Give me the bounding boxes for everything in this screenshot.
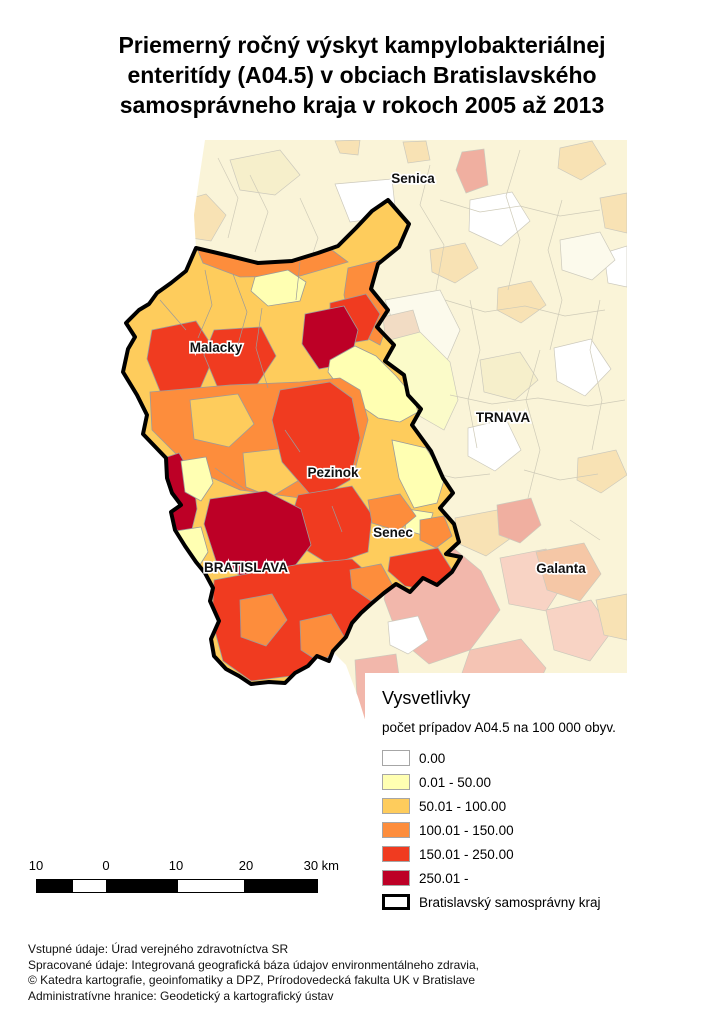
- region-municipalities-layer: [123, 200, 461, 684]
- label-malacky: Malacky: [190, 340, 243, 355]
- legend-item: 50.01 - 100.00: [382, 794, 715, 818]
- region-border-lines: [159, 261, 343, 533]
- legend-item-label: 0.00: [419, 750, 446, 766]
- scale-label: 0: [102, 858, 110, 873]
- municipality: [229, 149, 301, 196]
- credits-line: © Katedra kartografie, geoinfomatiky a D…: [28, 973, 476, 987]
- region-boundary-outline: [121, 198, 463, 686]
- municipality: [189, 393, 255, 448]
- label-senec: Senec: [373, 525, 413, 540]
- legend-item: 150.01 - 250.00: [382, 842, 715, 866]
- legend-item-label: 50.01 - 100.00: [419, 798, 507, 814]
- label-bratislava: BRATISLAVA: [204, 560, 288, 575]
- legend-region-outline-swatch: [382, 894, 410, 910]
- municipality: [271, 381, 361, 501]
- legend-panel: Vysvetlivky počet prípadov A04.5 na 100 …: [365, 673, 715, 925]
- legend-title: Vysvetlivky: [382, 688, 471, 708]
- municipality: [429, 242, 479, 284]
- municipality: [496, 497, 542, 544]
- legend-item: 0.00: [382, 746, 715, 770]
- scale-label: 30 km: [303, 858, 340, 873]
- title-line-1: Priemerný ročný výskyt kampylobakteriáln…: [118, 32, 606, 58]
- municipality: [334, 140, 361, 156]
- municipality: [479, 351, 539, 401]
- legend-item-label: 150.01 - 250.00: [419, 846, 514, 862]
- legend-item: 0.01 - 50.00: [382, 770, 715, 794]
- legend-swatch: [382, 750, 410, 766]
- municipality: [559, 231, 616, 281]
- legend-subtitle: počet prípadov A04.5 na 100 000 obyv.: [382, 720, 616, 735]
- legend-item: 250.01 -: [382, 866, 715, 890]
- credits-line: Administratívne hranice: Geodetický a ka…: [28, 988, 334, 1003]
- legend-swatch: [382, 846, 410, 862]
- scale-bar-graphic: [36, 879, 318, 893]
- legend-item-label: 250.01 -: [419, 870, 469, 886]
- credits: Vstupné údaje: Úrad verejného zdravotníc…: [28, 942, 479, 1004]
- label-pezinok: Pezinok: [307, 465, 359, 480]
- municipality: [545, 599, 613, 662]
- credits-line: Spracované údaje: Integrovaná geografick…: [28, 957, 479, 972]
- legend-swatch: [382, 798, 410, 814]
- scale-bar: 10 0 10 20 30 km: [29, 858, 339, 898]
- scale-segment: [37, 880, 72, 892]
- municipality: [496, 280, 547, 324]
- label-galanta: Galanta: [536, 561, 586, 576]
- label-senica: Senica: [391, 171, 435, 186]
- scale-label: 10: [28, 858, 44, 873]
- scale-segment: [177, 880, 245, 892]
- map-title: Priemerný ročný výskyt kampylobakteriáln…: [0, 30, 724, 120]
- municipality: [402, 140, 431, 164]
- municipality: [557, 140, 607, 181]
- legend-swatch: [382, 822, 410, 838]
- municipality: [419, 515, 453, 549]
- scale-segment: [72, 880, 107, 892]
- legend-item: 100.01 - 150.00: [382, 818, 715, 842]
- legend-item-label: 0.01 - 50.00: [419, 774, 492, 790]
- legend-swatch: [382, 774, 410, 790]
- map-labels: Senica Malacky TRNAVA Pezinok Senec BRAT…: [188, 169, 588, 577]
- legend-item-label: Bratislavský samosprávny kraj: [419, 894, 601, 910]
- municipality: [387, 615, 429, 655]
- municipality: [595, 593, 627, 641]
- municipality: [468, 191, 531, 247]
- municipality: [367, 493, 417, 532]
- municipality: [180, 456, 214, 502]
- title-line-2: enteritídy (A04.5) v obciach Bratislavsk…: [127, 62, 597, 88]
- municipality: [467, 418, 522, 472]
- credits-line: Vstupné údaje: Úrad verejného zdravotníc…: [28, 942, 289, 956]
- legend-item-region: Bratislavský samosprávny kraj: [382, 890, 715, 914]
- municipality: [576, 449, 627, 494]
- title-line-3: samosprávneho kraja v rokoch 2005 až 201…: [119, 92, 605, 118]
- scale-label: 20: [238, 858, 254, 873]
- municipality: [455, 148, 489, 194]
- scale-segment: [107, 880, 177, 892]
- municipality: [535, 542, 602, 602]
- scale-label: 10: [168, 858, 184, 873]
- legend-item-label: 100.01 - 150.00: [419, 822, 514, 838]
- municipality: [239, 593, 288, 647]
- municipality: [250, 269, 307, 307]
- scale-segment: [245, 880, 317, 892]
- legend-rows: 0.00 0.01 - 50.00 50.01 - 100.00 100.01 …: [382, 746, 715, 914]
- scale-bar-labels: 10 0 10 20 30 km: [29, 858, 339, 875]
- municipality: [599, 192, 627, 234]
- label-trnava: TRNAVA: [476, 410, 530, 425]
- legend-swatch: [382, 870, 410, 886]
- neighbor-border-lines: [217, 149, 626, 541]
